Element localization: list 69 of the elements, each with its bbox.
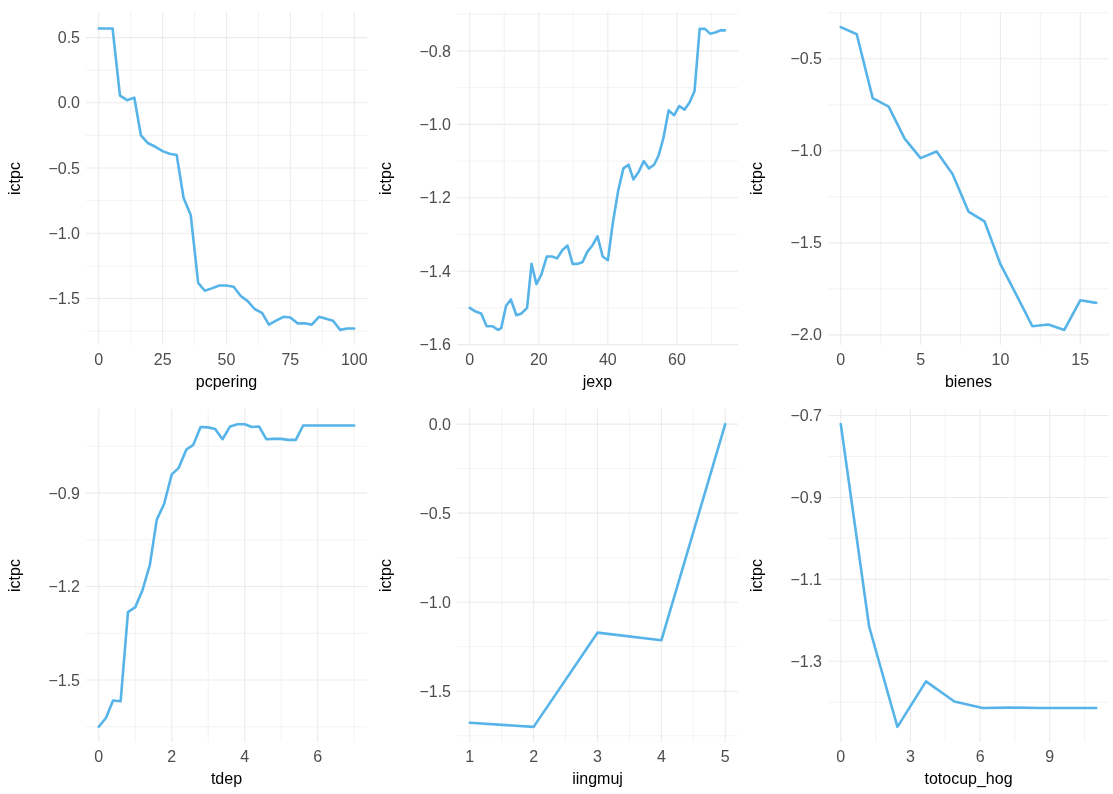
y-tick-label: −1.5: [419, 682, 452, 700]
y-tick-label: 0.5: [57, 29, 81, 47]
line-series: [468, 27, 727, 332]
y-tick-label: −1.0: [790, 142, 823, 160]
y-tick-label: −1.2: [48, 578, 81, 596]
x-tick-label: 4: [240, 748, 250, 765]
y-tick-label: −1.0: [419, 115, 452, 133]
x-tick-label: 9: [1045, 748, 1055, 765]
line-series: [97, 27, 356, 332]
y-tick-label: −1.2: [419, 189, 452, 207]
x-tick-label: 2: [167, 748, 177, 765]
y-tick-label: −1.1: [790, 570, 823, 588]
x-tick-label: 1: [465, 748, 475, 765]
line-series: [839, 422, 1098, 729]
line-series: [468, 422, 727, 729]
y-axis-title: ictpc: [377, 559, 394, 592]
x-tick-label: 40: [598, 351, 617, 368]
x-axis-title: iingmuj: [572, 770, 623, 787]
y-tick-label: −1.3: [790, 652, 823, 670]
x-tick-label: 60: [668, 351, 686, 368]
y-tick-label: −0.9: [48, 484, 81, 502]
x-axis-title: bienes: [944, 373, 993, 390]
x-tick-label: 2: [529, 748, 539, 765]
x-tick-label: 5: [720, 748, 730, 765]
x-tick-label: 6: [975, 748, 985, 765]
x-tick-label: 0: [836, 748, 846, 765]
y-tick-label: −1.4: [419, 262, 452, 280]
y-tick-label: −2.0: [790, 326, 823, 344]
y-tick-label: −0.5: [790, 50, 823, 68]
y-axis-title: ictpc: [6, 559, 23, 592]
y-tick-label: −0.5: [48, 159, 81, 177]
y-tick-label: −1.5: [48, 290, 81, 308]
x-axis-title: tdep: [210, 770, 243, 787]
y-axis-title: ictpc: [748, 559, 765, 592]
x-tick-label: 3: [905, 748, 915, 765]
x-tick-label: 0: [94, 748, 104, 765]
x-tick-label: 5: [916, 351, 926, 368]
y-tick-label: −0.8: [419, 42, 452, 60]
x-tick-label: 6: [313, 748, 323, 765]
y-axis-title: ictpc: [748, 162, 765, 195]
y-tick-label: −1.5: [48, 671, 81, 689]
line-series: [97, 422, 356, 729]
y-tick-label: −0.9: [790, 489, 823, 507]
x-axis-title: jexp: [581, 373, 613, 390]
y-tick-label: −1.5: [790, 234, 823, 252]
x-tick-label: 3: [593, 748, 603, 765]
x-tick-label: 20: [529, 351, 548, 368]
y-tick-label: −1.6: [419, 336, 452, 354]
y-tick-label: −0.7: [790, 407, 823, 425]
x-tick-label: 0: [465, 351, 475, 368]
x-axis-title: pcpering: [195, 373, 258, 390]
x-axis-title: totocup_hog: [924, 770, 1013, 788]
x-tick-label: 50: [217, 351, 236, 368]
line-series: [839, 25, 1098, 332]
x-tick-label: 100: [340, 351, 368, 368]
x-tick-label: 0: [836, 351, 846, 368]
y-axis-title: ictpc: [6, 162, 23, 195]
y-tick-label: 0.0: [57, 94, 81, 112]
x-tick-label: 0: [94, 351, 104, 368]
x-tick-label: 75: [281, 351, 300, 368]
x-tick-label: 4: [656, 748, 666, 765]
x-tick-label: 25: [153, 351, 172, 368]
y-tick-label: −1.0: [419, 593, 452, 611]
x-tick-label: 10: [991, 351, 1010, 368]
y-tick-label: −0.5: [419, 504, 452, 522]
x-tick-label: 15: [1071, 351, 1090, 368]
y-tick-label: 0.0: [428, 415, 452, 433]
y-tick-label: −1.0: [48, 224, 81, 242]
y-axis-title: ictpc: [377, 162, 394, 195]
